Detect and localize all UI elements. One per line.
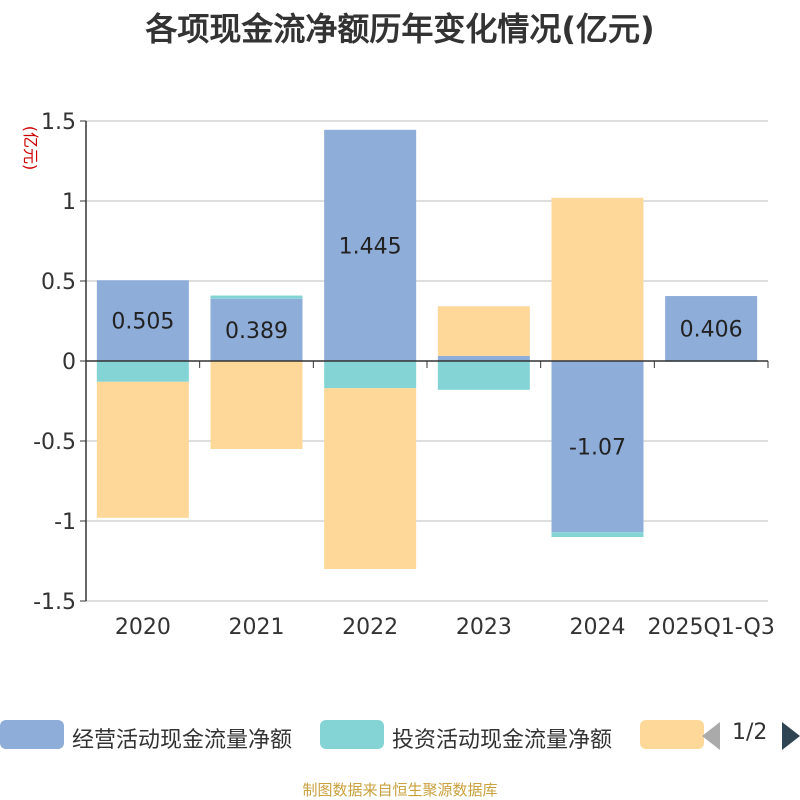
bar-series2-2022 (324, 361, 417, 389)
data-label: 1.445 (339, 234, 402, 259)
bar-series3-2021 (210, 361, 303, 449)
x-tick-label: 2024 (570, 615, 626, 640)
data-label: 0.505 (111, 310, 174, 335)
x-tick-label: 2025Q1-Q3 (647, 615, 774, 640)
data-label: 0.406 (680, 318, 743, 343)
chart-title: 各项现金流净额历年变化情况(亿元) (145, 10, 655, 48)
bar-series3-2020 (96, 381, 189, 518)
legend-swatch-operating (0, 720, 64, 749)
next-page-icon[interactable] (782, 722, 800, 750)
legend-label-operating: 经营活动现金流量净额 (72, 728, 293, 753)
bar-series1-2024 (551, 361, 644, 533)
legend-swatch-financing (640, 720, 704, 749)
y-tick-label: -0.5 (33, 430, 76, 455)
data-label: 0.389 (225, 319, 288, 344)
bar-series1-2020 (96, 280, 189, 361)
data-source-note: 制图数据来自恒生聚源数据库 (302, 781, 498, 799)
bar-series1-2023 (437, 355, 530, 361)
x-tick-label: 2020 (115, 615, 171, 640)
bar-series3-2023 (437, 306, 530, 356)
bar-series2-2023 (437, 361, 530, 390)
legend-label-investing: 投资活动现金流量净额 (392, 728, 613, 753)
previous-page-icon[interactable] (702, 722, 720, 750)
x-tick-label: 2022 (342, 615, 398, 640)
x-tick-label: 2023 (456, 615, 512, 640)
y-tick-label: 0 (62, 350, 76, 375)
y-tick-label: -1 (54, 510, 76, 535)
legend-swatch-investing (320, 720, 384, 749)
y-tick-label: -1.5 (33, 590, 76, 615)
bar-series3-2024 (551, 197, 644, 361)
data-label: -1.07 (569, 436, 626, 461)
bar-series2-2024 (551, 532, 644, 537)
bar-series1-2025Q1-Q3 (665, 296, 758, 361)
bar-series2-2020 (96, 361, 189, 382)
bar-series2-2021 (210, 295, 303, 299)
cash-flow-chart: -1.5 -1 -0.5 0 0.5 1 1.5(亿元) 0.505 0.389 1.445 -1.… (21, 110, 775, 640)
y-tick-label: 0.5 (41, 270, 76, 295)
y-tick-label: 1.5 (41, 110, 76, 135)
bar-series1-2021 (210, 298, 303, 361)
bar-series3-2022 (324, 388, 417, 569)
legend: 经营活动现金流量净额 投资活动现金流量净额 1/2 (0, 712, 800, 756)
legend-page-indicator: 1/2 (732, 720, 768, 745)
x-tick-label: 2021 (229, 615, 285, 640)
legend-pager: 1/2 (700, 712, 800, 756)
y-axis-unit: (亿元) (21, 126, 40, 171)
bar-series1-2022 (324, 129, 417, 361)
y-tick-label: 1 (62, 190, 76, 215)
